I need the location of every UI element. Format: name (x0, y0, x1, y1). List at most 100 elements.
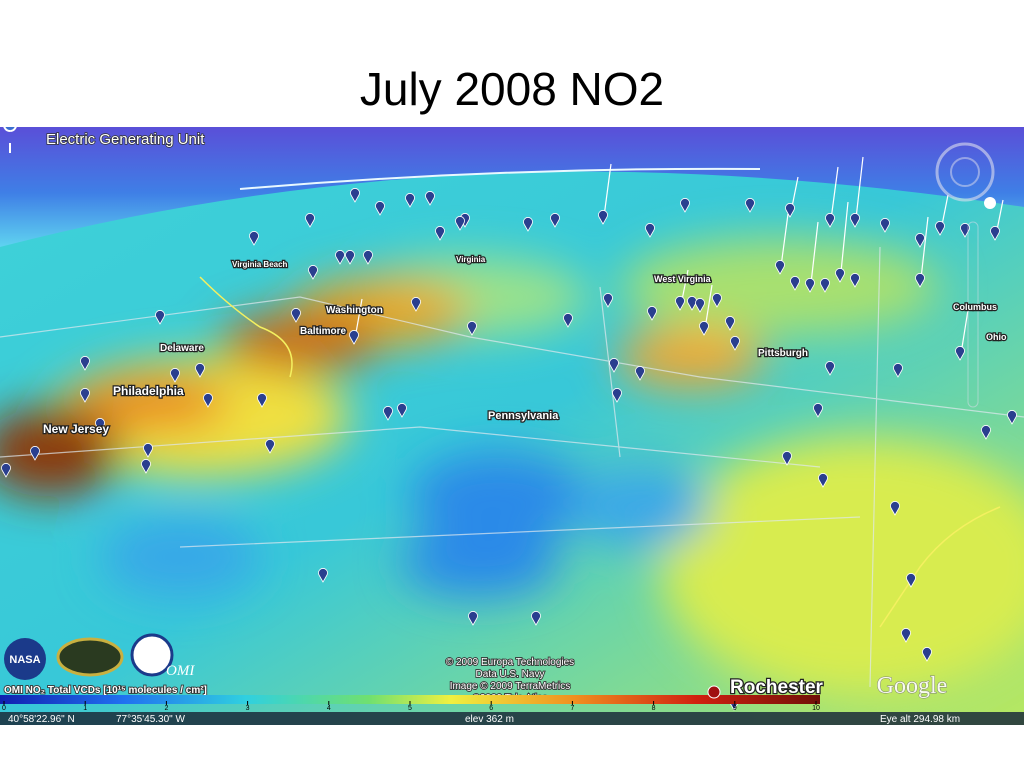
placemark (785, 203, 795, 218)
placemark (335, 250, 345, 265)
credit: Data U.S. Navy (476, 669, 545, 680)
place-label: Pennsylvania (488, 410, 559, 422)
colorbar-tick-label: 8 (652, 705, 656, 712)
placemark (880, 218, 890, 233)
north-indicator[interactable] (984, 197, 996, 209)
place-label: West Virginia (654, 274, 712, 284)
aura-logo (56, 637, 124, 677)
colorbar-tick-label: 9 (733, 705, 737, 712)
nasa-logo (4, 638, 46, 680)
placemark (397, 403, 407, 418)
map-view: Electric Generating Unit Virginia BeachV… (0, 127, 1024, 725)
place-label: Columbus (953, 302, 997, 312)
place-label: New Jersey (43, 422, 109, 436)
omi-logo (130, 633, 174, 677)
place-label: Washington (326, 305, 383, 316)
status-bar (0, 712, 1024, 725)
placemark (257, 393, 267, 408)
colorbar-tick-label: 1 (83, 705, 87, 712)
placemark (609, 358, 619, 373)
colorbar-tick-label: 10 (812, 705, 820, 712)
placemark (782, 451, 792, 466)
placemark (435, 226, 445, 241)
placemark (95, 418, 105, 433)
placemark (305, 213, 315, 228)
placemark (141, 459, 151, 474)
place-label: Virginia Beach (232, 260, 288, 269)
placemark (699, 321, 709, 336)
placemark (960, 223, 970, 238)
placemark (915, 273, 925, 288)
placemark (813, 403, 823, 418)
placemark (825, 361, 835, 376)
placemark (195, 363, 205, 378)
state-borders (0, 246, 1024, 688)
placemark (990, 226, 1000, 241)
colorbar-label: OMI NO₂ Total VCDs [10¹⁵ molecules / cm²… (4, 685, 207, 696)
placemark (411, 297, 421, 312)
placemark (350, 188, 360, 203)
placemark (675, 296, 685, 311)
placemark (249, 231, 259, 246)
colorbar-tick-label: 2 (164, 705, 168, 712)
slide-title: July 2008 NO2 (359, 63, 665, 115)
placemark (603, 293, 613, 308)
placemark (850, 213, 860, 228)
latitude: 40°58'22.96" N (8, 714, 75, 725)
zoom-slider[interactable] (967, 221, 979, 408)
placemark (550, 213, 560, 228)
colorbar-ticks: 0 1 2 3 4 5 6 7 8 9 10 (2, 701, 820, 712)
placemark (730, 336, 740, 351)
placemark (531, 611, 541, 626)
placemark (203, 393, 213, 408)
place-label: Delaware (160, 343, 204, 354)
placemark (981, 425, 991, 440)
place-label: Philadelphia (113, 384, 184, 398)
placemark (680, 198, 690, 213)
eye-altitude: Eye alt 294.98 km (880, 714, 960, 725)
credit: Image © 2009 TerraMetrics (450, 681, 571, 692)
placemark (291, 308, 301, 323)
placemark (915, 233, 925, 248)
placemark (143, 443, 153, 458)
placemark (901, 628, 911, 643)
credit: © 2009 Europa Technologies (446, 657, 574, 668)
placemark (835, 268, 845, 283)
placemark (170, 368, 180, 383)
layer-icon (3, 127, 17, 153)
look-control[interactable] (950, 157, 980, 187)
no2-field (0, 237, 1024, 697)
longitude: 77°35'45.30" W (116, 714, 186, 725)
placemark (775, 260, 785, 275)
placemark (308, 265, 318, 280)
placemark (265, 439, 275, 454)
place-label: Pittsburgh (758, 348, 808, 359)
horizon-line (239, 167, 761, 190)
place-label: Ohio (986, 332, 1007, 342)
placemark (405, 193, 415, 208)
compass-ring[interactable] (935, 142, 995, 202)
placemark (155, 310, 165, 325)
place-labels: Virginia Beach Virginia West Virginia Washi… (42, 254, 1008, 700)
placemark (455, 216, 465, 231)
placemark (955, 346, 965, 361)
placemark (345, 250, 355, 265)
place-label: Rochester (730, 677, 824, 698)
placemark (318, 568, 328, 583)
placemarks (1, 156, 1017, 711)
placemark (612, 388, 622, 403)
placemark (80, 388, 90, 403)
placemark (893, 363, 903, 378)
placemark (922, 647, 932, 662)
placemark (790, 276, 800, 291)
placemark (745, 198, 755, 213)
placemark (468, 611, 478, 626)
placemark (820, 278, 830, 293)
sky (0, 127, 1024, 247)
placemark (818, 473, 828, 488)
placemark (645, 223, 655, 238)
colorbar (0, 695, 820, 704)
rochester-dot (707, 685, 721, 699)
placemark (1007, 410, 1017, 425)
placemark (467, 321, 477, 336)
